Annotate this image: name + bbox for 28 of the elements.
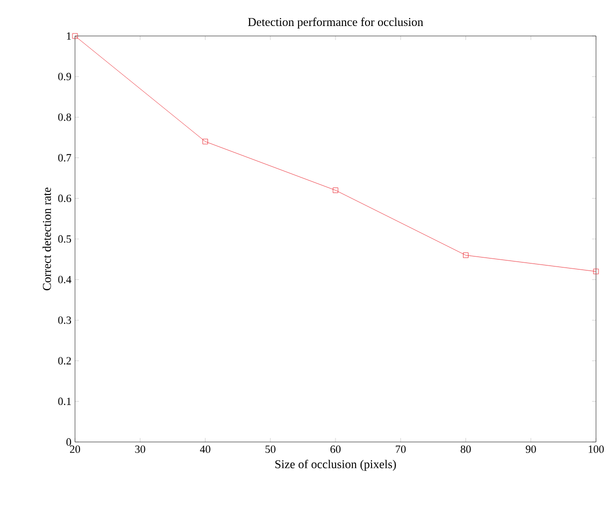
- y-tick-label: 0.1: [58, 398, 71, 406]
- x-tick-label: 60: [330, 446, 341, 453]
- y-tick-label: 0.5: [58, 235, 72, 243]
- chart-title: Detection performance for occlusion: [248, 18, 424, 28]
- point: [332, 188, 338, 193]
- point: [202, 138, 208, 144]
- y-tick-label: 0.7: [58, 154, 72, 162]
- x-axis-title: Size of occlusion (pixels): [275, 460, 396, 471]
- y-axis-title: Correct detection rate: [42, 188, 51, 290]
- x-tick-label: 80: [460, 446, 471, 453]
- x-tick-label: 40: [200, 446, 210, 453]
- x-tick-label: 70: [396, 446, 406, 453]
- x-tick-label: 100: [588, 446, 604, 453]
- point: [463, 252, 468, 258]
- point: [593, 268, 599, 274]
- y-tick-label: 0.3: [58, 316, 72, 324]
- y-tick-label: 0.8: [58, 113, 72, 121]
- y-tick-label: 1: [66, 32, 71, 40]
- y-tick-label: 0.4: [58, 276, 72, 284]
- x-tick-label: 90: [526, 446, 536, 453]
- x-tick-label: 30: [135, 446, 146, 453]
- y-tick-label: 0.6: [58, 194, 72, 202]
- y-tick-label: 0.9: [58, 72, 72, 80]
- point: [72, 33, 78, 39]
- y-tick-label: 0.2: [58, 357, 71, 365]
- y-tick-label: 0: [66, 438, 72, 446]
- x-tick-label: 20: [70, 446, 80, 453]
- x-tick-label: 50: [266, 446, 276, 453]
